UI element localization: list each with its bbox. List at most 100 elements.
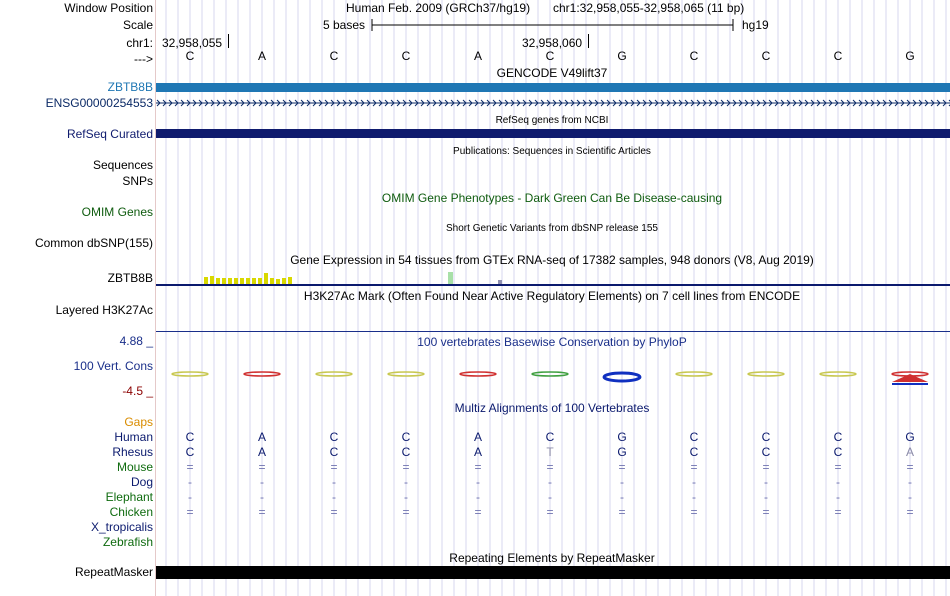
alignment-base: A [473,445,483,459]
species-label-human[interactable]: Human [114,430,153,444]
sequence-base: A [473,49,483,63]
omim-track-label[interactable]: OMIM Genes [81,205,153,219]
phylop-track-label[interactable]: 100 Vert. Cons [73,359,153,373]
gtex-bar[interactable] [228,278,232,284]
alignment-base: - [764,490,768,504]
alignment-base: = [834,505,842,519]
gencode-transcript-line[interactable] [156,97,950,109]
alignment-base: - [476,490,480,504]
alignment-base: - [404,475,408,489]
alignment-base: - [692,475,696,489]
phylop-glyph [602,371,642,383]
gtex-bar[interactable] [222,278,226,284]
alignment-base: - [188,490,192,504]
alignment-base: - [836,490,840,504]
species-label-chicken[interactable]: Chicken [109,505,153,519]
snps-track-label[interactable]: SNPs [122,174,153,188]
h3k27ac-title: H3K27Ac Mark (Often Found Near Active Re… [303,289,801,303]
gtex-title: Gene Expression in 54 tissues from GTEx … [290,253,814,267]
alignment-base: = [546,460,554,474]
phylop-glyph [315,371,353,377]
gtex-bar[interactable] [246,278,250,284]
gtex-bar[interactable] [288,277,292,284]
phylop-logo[interactable] [156,366,950,390]
alignment-base: = [906,505,914,519]
species-label-x_tropicalis[interactable]: X_tropicalis [90,520,153,534]
gtex-bar[interactable] [216,278,220,284]
alignment-base: = [186,505,194,519]
species-label-elephant[interactable]: Elephant [105,490,153,504]
publications-track-label[interactable]: Sequences [92,158,153,172]
alignment-base: C [401,445,411,459]
gtex-bar[interactable] [282,278,286,284]
sequence-base: C [689,49,699,63]
species-label-gaps[interactable]: Gaps [124,415,153,429]
coord-mid: 32,958,060 [522,36,583,50]
gtex-bars[interactable] [156,268,950,288]
alignment-base: C [545,430,555,444]
coord-start-tick [228,34,229,48]
alignment-base: = [618,505,626,519]
species-label-rhesus[interactable]: Rhesus [112,445,153,459]
phylop-glyph [531,371,569,377]
alignment-base: C [833,445,843,459]
gtex-bar[interactable] [204,277,208,284]
scale-label: Scale [122,18,153,32]
alignment-base: = [330,505,338,519]
alignment-base: G [617,445,627,459]
refseq-gene-bar[interactable] [156,129,950,138]
species-label-mouse[interactable]: Mouse [116,460,153,474]
alignment-base: C [761,445,771,459]
dbsnp-track-label[interactable]: Common dbSNP(155) [34,236,153,250]
gtex-bar[interactable] [240,278,244,284]
alignment-base: - [548,475,552,489]
refseq-track-label[interactable]: RefSeq Curated [66,127,153,141]
alignment-base: - [620,490,624,504]
gtex-bar[interactable] [258,278,262,284]
alignment-base: = [258,505,266,519]
alignment-base: C [761,430,771,444]
alignment-base: - [836,475,840,489]
phylop-min-label: -4.5 _ [122,384,153,398]
gtex-bar[interactable] [448,272,453,284]
gencode-transcript-label[interactable]: ENSG00000254553 [45,96,153,110]
alignment-base: - [260,490,264,504]
alignment-base: = [258,460,266,474]
alignment-base: = [186,460,194,474]
species-label-dog[interactable]: Dog [130,475,153,489]
gtex-track-label[interactable]: ZBTB8B [107,271,153,285]
alignment-base: = [402,505,410,519]
phylop-title: 100 vertebrates Basewise Conservation by… [417,335,687,349]
alignment-base: C [689,445,699,459]
alignment-base: - [188,475,192,489]
strand-arrow-label: ---> [134,52,153,66]
gencode-gene-bar[interactable] [156,83,950,92]
gtex-bar[interactable] [498,280,502,284]
phylop-glyph [675,371,713,377]
gtex-bar[interactable] [210,276,214,284]
alignment-base: - [692,490,696,504]
gtex-bar[interactable] [252,278,256,284]
alignment-base: C [689,430,699,444]
h3k27ac-track-label[interactable]: Layered H3K27Ac [55,303,153,317]
alignment-base: - [548,490,552,504]
alignment-base: C [329,445,339,459]
repeatmasker-bar[interactable] [156,566,950,579]
gtex-bar[interactable] [234,278,238,284]
gencode-gene-label[interactable]: ZBTB8B [107,80,153,94]
alignment-base: = [690,505,698,519]
alignment-base: - [404,490,408,504]
species-label-zebrafish[interactable]: Zebrafish [102,535,153,549]
phylop-glyph [892,374,928,382]
gtex-bar[interactable] [264,273,268,284]
alignment-base: C [401,430,411,444]
repeatmasker-track-label[interactable]: RepeatMasker [74,565,153,579]
gtex-bar[interactable] [276,279,280,284]
alignment-base: - [260,475,264,489]
gtex-bar[interactable] [270,278,274,284]
phylop-glyph [243,371,281,377]
alignment-base: G [905,430,915,444]
alignment-base: = [330,460,338,474]
alignment-base: = [762,460,770,474]
alignment-base: A [257,445,267,459]
